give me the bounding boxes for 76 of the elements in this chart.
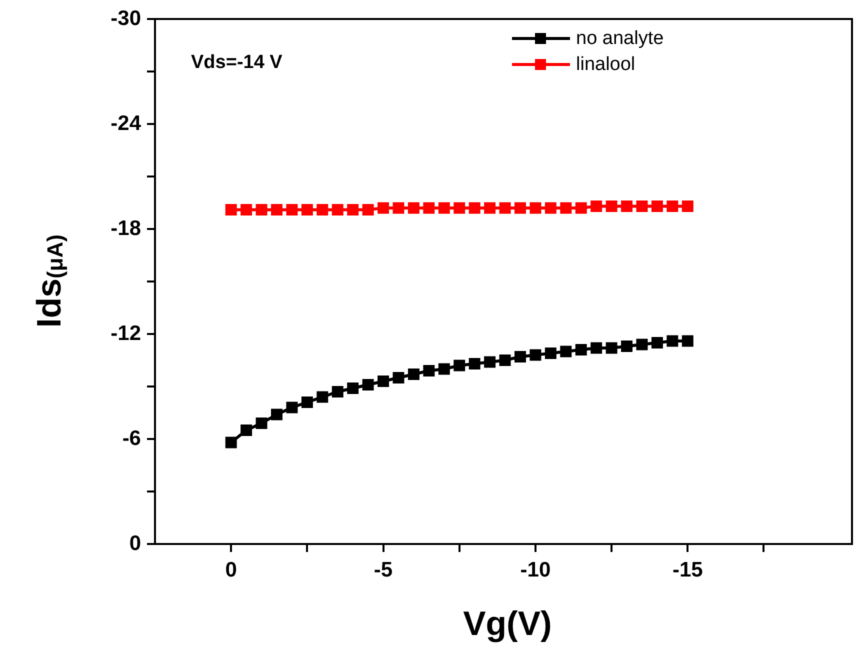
point — [392, 372, 404, 384]
x-tick-label: -15 — [672, 558, 704, 582]
point — [286, 402, 298, 414]
point — [651, 200, 663, 212]
point — [225, 204, 237, 216]
point — [454, 202, 466, 214]
point — [286, 204, 298, 216]
y-tick-label: -18 — [110, 216, 142, 240]
point — [544, 202, 556, 214]
point — [636, 200, 648, 212]
point — [301, 204, 313, 216]
point — [392, 202, 404, 214]
point — [484, 202, 496, 214]
point — [621, 200, 633, 212]
point — [560, 202, 572, 214]
point — [544, 348, 556, 359]
point — [347, 382, 359, 394]
point — [530, 202, 542, 214]
point — [316, 391, 328, 403]
point — [682, 335, 694, 347]
point — [378, 376, 390, 387]
legend-label: no analyte — [576, 28, 664, 50]
x-tick-label: 0 — [225, 558, 237, 582]
point — [225, 436, 237, 448]
y-tick-label: -30 — [110, 6, 141, 30]
legend-label: linalool — [576, 54, 636, 76]
x-axis-title: Vg(V) — [462, 605, 553, 644]
point — [666, 335, 678, 347]
point — [499, 202, 511, 214]
point — [378, 202, 390, 214]
point — [484, 356, 496, 368]
point — [316, 204, 328, 216]
point — [332, 204, 344, 216]
point — [682, 200, 694, 212]
point — [240, 424, 252, 436]
point — [468, 358, 480, 370]
point — [408, 202, 420, 214]
point — [332, 386, 344, 398]
point — [347, 204, 359, 216]
point — [590, 200, 602, 212]
point — [423, 365, 435, 376]
point — [423, 202, 435, 214]
x-tick-label: -10 — [520, 558, 551, 582]
point — [575, 202, 587, 214]
point — [438, 202, 450, 214]
point — [560, 346, 572, 358]
point — [666, 200, 678, 212]
point — [530, 349, 542, 361]
y-tick-label: -12 — [110, 322, 141, 345]
point — [271, 204, 282, 216]
point — [606, 342, 618, 354]
point — [590, 342, 602, 354]
point — [301, 396, 313, 408]
y-tick-label: -24 — [110, 112, 142, 135]
annotation: Vds=-14 V — [191, 52, 283, 73]
point — [468, 202, 480, 214]
point — [438, 363, 450, 375]
point — [499, 354, 511, 366]
x-tick-label: -5 — [374, 558, 393, 582]
point — [454, 360, 466, 372]
point — [256, 204, 268, 216]
point — [271, 408, 282, 420]
point — [362, 379, 374, 390]
point — [606, 200, 618, 212]
point — [256, 418, 268, 429]
point — [651, 337, 663, 348]
y-tick-label: -6 — [122, 426, 141, 450]
y-tick-label: 0 — [129, 532, 141, 555]
point — [240, 204, 252, 216]
point — [362, 204, 374, 216]
point — [514, 351, 526, 362]
point — [408, 368, 420, 380]
point — [575, 344, 587, 356]
point — [621, 340, 633, 352]
point — [514, 202, 526, 214]
point — [636, 338, 648, 350]
